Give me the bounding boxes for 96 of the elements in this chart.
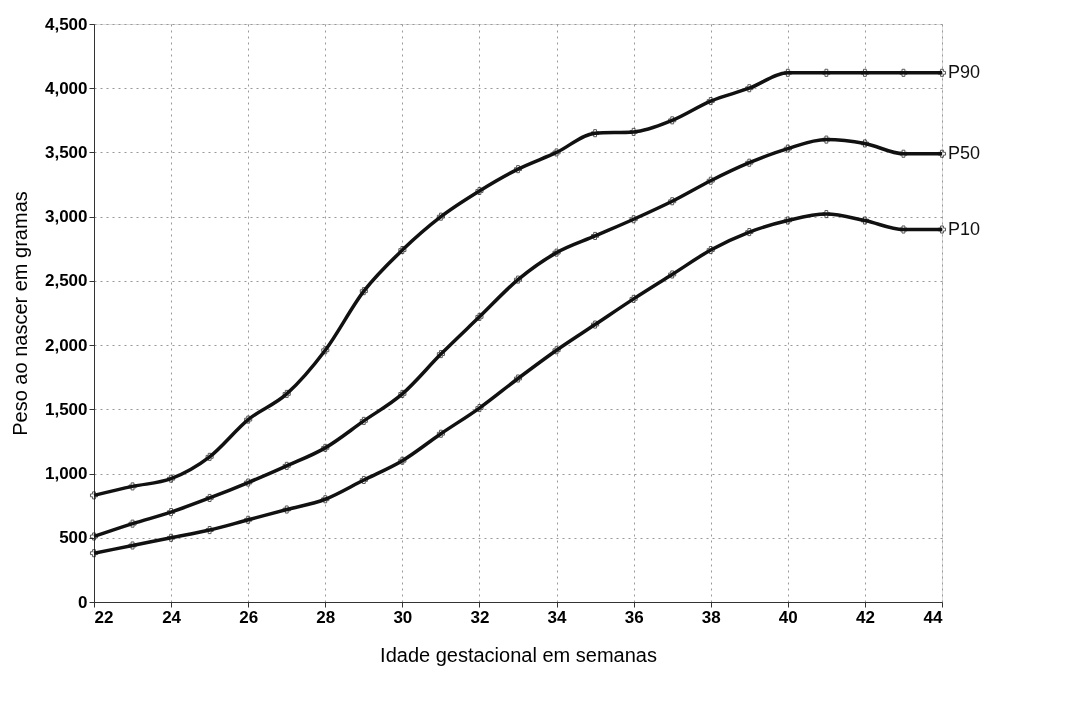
x-tick-label: 26: [239, 607, 259, 627]
point: [205, 526, 214, 535]
point: [591, 231, 600, 240]
point: [436, 212, 445, 221]
point: [321, 346, 330, 355]
point: [899, 149, 908, 158]
point: [89, 532, 99, 541]
point: [899, 225, 908, 234]
point: [591, 129, 600, 138]
point: [205, 493, 214, 502]
point: [282, 505, 291, 514]
x-tick-label: 28: [316, 607, 336, 627]
point: [475, 186, 484, 196]
point: [205, 452, 214, 461]
point: [552, 346, 561, 355]
x-tick-label: 40: [778, 607, 798, 627]
point: [436, 429, 445, 438]
point: [128, 519, 137, 528]
point: [745, 84, 754, 93]
point: [359, 287, 368, 296]
series-label: P50: [948, 142, 981, 163]
point: [167, 533, 176, 542]
point: [513, 374, 523, 383]
x-tick-label: 22: [94, 607, 114, 627]
point: [822, 135, 831, 144]
point: [629, 294, 638, 303]
point: [822, 68, 831, 77]
y-tick-label: 4,000: [44, 78, 88, 98]
series-label: P90: [948, 61, 981, 82]
x-tick-label: 30: [393, 607, 413, 627]
point: [706, 176, 715, 185]
x-tick-label: 38: [701, 607, 721, 627]
point: [89, 549, 99, 558]
point: [629, 127, 638, 136]
point: [591, 320, 600, 329]
point: [937, 68, 947, 77]
point: [860, 139, 869, 148]
point: [359, 416, 368, 425]
point: [282, 389, 291, 398]
point: [398, 246, 407, 255]
point: [552, 248, 561, 257]
x-tick-label: 24: [162, 607, 182, 627]
y-axis-title: Peso ao nascer em gramas: [8, 191, 31, 436]
x-tick-label: 32: [470, 607, 490, 627]
point: [436, 350, 445, 359]
point: [860, 216, 869, 225]
point: [668, 116, 677, 125]
y-tick-label: 0: [78, 592, 88, 612]
y-tick-label: 500: [59, 528, 88, 548]
point: [128, 541, 137, 550]
y-tick-label: 3,000: [44, 207, 88, 227]
point: [629, 215, 638, 224]
point: [552, 148, 561, 157]
point: [783, 144, 792, 153]
point: [398, 389, 407, 398]
point: [167, 474, 176, 483]
x-axis-title: Idade gestacional em semanas: [380, 643, 657, 666]
point: [475, 312, 484, 321]
point: [359, 475, 368, 485]
point: [783, 68, 792, 77]
point: [937, 149, 947, 158]
point: [244, 478, 253, 487]
point: [321, 443, 330, 452]
point: [244, 515, 253, 524]
point: [513, 165, 523, 174]
point: [475, 404, 484, 413]
y-tick-label: 4,500: [44, 14, 88, 34]
y-tick-label: 2,000: [44, 335, 88, 355]
point: [745, 158, 754, 167]
point: [167, 508, 176, 517]
y-tick-label: 1,500: [44, 399, 88, 419]
point: [668, 197, 677, 206]
x-tick-label: 44: [923, 607, 944, 627]
y-tick-label: 2,500: [44, 271, 88, 291]
point: [706, 97, 715, 106]
point: [282, 461, 291, 470]
x-tick-label: 42: [855, 607, 875, 627]
point: [822, 210, 831, 219]
point: [745, 228, 754, 237]
point: [860, 68, 869, 77]
point: [937, 225, 947, 234]
x-tick-label: 34: [547, 607, 568, 627]
y-tick-label: 1,000: [44, 464, 88, 484]
point: [899, 68, 908, 77]
point: [513, 275, 523, 284]
y-tick-label: 3,500: [44, 142, 88, 162]
point: [244, 415, 253, 424]
point: [398, 456, 407, 465]
point: [668, 270, 677, 279]
point: [321, 495, 330, 504]
point: [706, 246, 715, 255]
point: [128, 482, 137, 491]
x-tick-label: 36: [624, 607, 644, 627]
point: [783, 216, 792, 225]
series-label: P10: [948, 218, 981, 239]
point: [89, 491, 99, 500]
